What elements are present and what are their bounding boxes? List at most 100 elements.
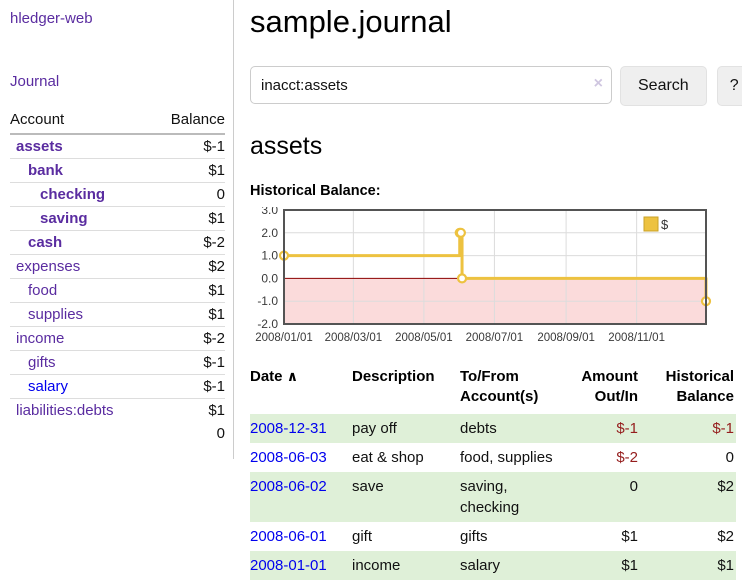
account-name-cell: checking [10, 182, 152, 207]
y-axis-tick-label: -2.0 [257, 317, 278, 331]
account-link[interactable]: liabilities:debts [16, 402, 114, 419]
account-name-cell: gifts [10, 350, 152, 375]
account-row: bank $1 [10, 158, 225, 183]
plot-border [283, 209, 707, 325]
x-axis-tick-label: 2008/07/01 [466, 332, 524, 344]
search-form: × Search ? [250, 66, 742, 106]
transaction-row[interactable]: 2008-06-01 gift gifts $1 $2 [250, 522, 736, 551]
accounts-total-spacer [10, 422, 151, 445]
account-row: cash $-2 [10, 230, 225, 255]
account-name-cell: supplies [10, 302, 152, 327]
brand-link[interactable]: hledger-web [10, 10, 93, 27]
transaction-amount: $1 [578, 550, 650, 580]
account-balance: $2 [151, 254, 225, 279]
account-name-cell: cash [10, 230, 152, 255]
account-balance: $1 [151, 158, 225, 183]
transaction-date-cell: 2008-01-01 [250, 550, 352, 580]
x-axis-tick-label: 2008/09/01 [537, 332, 595, 344]
register-header-date[interactable]: Date ∧ [250, 365, 352, 414]
x-axis-tick-label: 2008/11/01 [608, 332, 665, 344]
transaction-row[interactable]: 2008-01-01 income salary $1 $1 [250, 550, 736, 580]
y-axis-tick-label: 3.0 [261, 207, 278, 217]
transaction-description: income [352, 550, 460, 580]
x-axis-tick-label: 2008/01/01 [255, 332, 313, 344]
transaction-balance: 0 [725, 448, 734, 466]
register-header-accounts: To/From Account(s) [460, 368, 539, 406]
search-button[interactable]: Search [620, 66, 707, 106]
account-name-cell: income [10, 326, 152, 351]
account-link[interactable]: gifts [28, 354, 56, 371]
register-header-description: Description [352, 368, 435, 385]
sidebar-item-journal[interactable]: Journal [10, 73, 60, 90]
account-balance: $-2 [151, 326, 225, 351]
chart-title: Historical Balance: [250, 183, 381, 199]
account-link[interactable]: salary [28, 378, 69, 395]
transaction-date-link[interactable]: 2008-01-01 [250, 556, 327, 574]
account-link[interactable]: cash [28, 234, 63, 251]
y-axis-tick-label: 0.0 [261, 271, 278, 285]
transaction-balance: $2 [650, 471, 736, 522]
account-name-cell: liabilities:debts [10, 398, 152, 422]
account-row: supplies $1 [10, 302, 225, 327]
account-row: expenses $2 [10, 254, 225, 279]
transaction-amount: $-2 [616, 448, 638, 466]
account-link[interactable]: supplies [28, 306, 84, 323]
transaction-balance: $1 [650, 550, 736, 580]
account-title: assets [250, 132, 323, 160]
data-point-marker [456, 273, 468, 284]
register-header-row: Date ∧ Description To/From Account(s) Am… [250, 365, 736, 414]
transaction-row[interactable]: 2008-06-03 eat & shop food, supplies $-2 0 [250, 443, 736, 472]
account-balance: 0 [151, 182, 225, 207]
account-link[interactable]: checking [40, 186, 106, 203]
account-balance: $1 [151, 278, 225, 303]
account-name-cell: food [10, 278, 152, 303]
account-row: saving $1 [10, 206, 225, 231]
transaction-amount: $1 [621, 527, 638, 545]
account-row: assets $-1 [10, 134, 225, 159]
account-name-cell: salary [10, 374, 152, 399]
register-header-amount: Amount Out/In [581, 368, 638, 406]
clear-search-icon[interactable]: × [593, 75, 603, 92]
help-button[interactable]: ? [716, 66, 742, 106]
account-link[interactable]: assets [16, 138, 63, 155]
transaction-balance: $-1 [650, 413, 736, 443]
transaction-description: save [352, 471, 460, 522]
y-axis-tick-label: 2.0 [261, 226, 278, 240]
sort-ascending-icon: ∧ [286, 368, 299, 384]
account-row: liabilities:debts $1 [10, 398, 225, 422]
account-balance: $-1 [151, 374, 225, 399]
transaction-description: gift [352, 527, 373, 545]
account-row: food $1 [10, 278, 225, 303]
register-header-balance: Historical Balance [665, 368, 734, 406]
account-link[interactable]: bank [28, 162, 64, 179]
accounts-balance-table: Account Balance assets $-1 bank $1 checking 0… [10, 108, 225, 445]
transaction-date-link[interactable]: 2008-06-03 [250, 448, 327, 466]
account-link[interactable]: saving [40, 210, 88, 227]
account-name-cell: assets [10, 134, 151, 159]
account-name-cell: expenses [10, 254, 152, 279]
account-link[interactable]: income [16, 330, 65, 347]
transaction-date-link[interactable]: 2008-12-31 [250, 419, 327, 437]
transaction-date-link[interactable]: 2008-06-02 [250, 477, 327, 495]
date-header-label: Date [250, 368, 283, 385]
account-link[interactable]: food [28, 282, 58, 299]
account-balance: $1 [151, 398, 225, 422]
transaction-row[interactable]: 2008-12-31 pay off debts $-1 $-1 [250, 413, 736, 443]
accounts-total-value: 0 [216, 425, 225, 442]
data-point-marker [455, 227, 466, 238]
transaction-row[interactable]: 2008-06-02 save saving, checking 0 $2 [250, 471, 736, 522]
historical-balance-chart[interactable]: $3.0 2.0 1.0 0.0 -1.0 -2.0 2008/01/01 2008/03/0… [250, 207, 742, 349]
transaction-amount: $-1 [578, 413, 650, 443]
accounts-total-row: 0 [10, 422, 225, 445]
transaction-date-cell: 2008-06-03 [250, 443, 352, 472]
search-input[interactable] [250, 66, 612, 104]
x-axis-tick-label: 2008/05/01 [395, 332, 453, 344]
account-link[interactable]: expenses [16, 258, 81, 275]
account-row: income $-2 [10, 326, 225, 351]
transaction-accounts: salary [460, 550, 578, 580]
transaction-date-link[interactable]: 2008-06-01 [250, 527, 327, 545]
account-name-cell: saving [10, 206, 152, 231]
account-row: gifts $-1 [10, 350, 225, 375]
transaction-accounts: food, supplies [460, 448, 553, 466]
